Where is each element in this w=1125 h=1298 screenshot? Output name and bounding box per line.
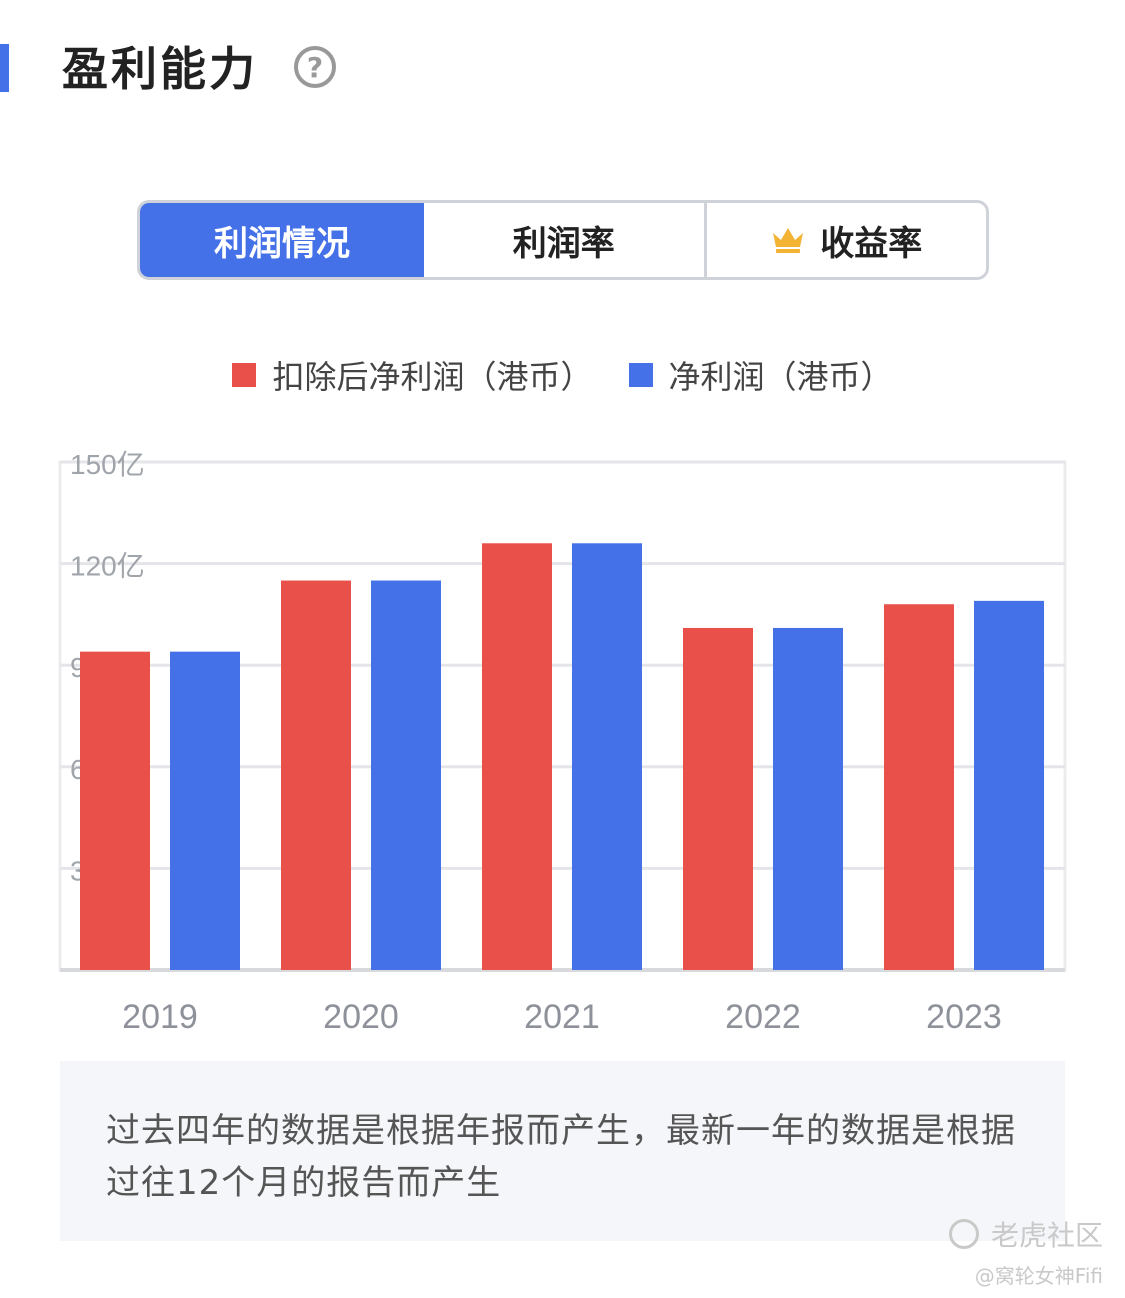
legend-item-adjusted-profit[interactable]: 扣除后净利润（港币） [232,352,593,398]
watermark-brand: 老虎社区 [990,1219,1103,1252]
data-source-note: 过去四年的数据是根据年报而产生，最新一年的数据是根据过往12个月的报告而产生 [60,1061,1065,1241]
legend-label: 扣除后净利润（港币） [272,358,593,396]
section-accent-bar [0,44,9,92]
tab-return-rate[interactable]: 收益率 [703,203,987,277]
y-tick-label: 150亿 [70,449,145,480]
tab-label: 利润率 [512,223,615,264]
bar-adjusted-profit [281,580,351,970]
bar-net-profit [170,651,240,970]
x-tick-label: 2022 [725,998,801,1036]
x-tick-label: 2021 [524,998,600,1036]
legend-label: 净利润（港币） [668,358,893,396]
tiger-logo-icon [948,1219,979,1249]
y-tick-label: 120亿 [70,551,145,582]
watermark: 老虎社区 [948,1214,1103,1254]
bar-adjusted-profit [884,604,954,970]
metric-tabs: 利润情况 利润率 收益率 [137,200,989,280]
watermark-user: @窝轮女神Fifi [974,1264,1103,1288]
bar-net-profit [773,627,843,970]
bar-net-profit [572,543,642,970]
tab-label: 收益率 [820,223,923,264]
help-icon[interactable]: ? [294,46,336,88]
legend-swatch-blue [628,363,653,387]
legend-swatch-red [232,363,257,387]
x-tick-label: 2023 [926,998,1002,1036]
section-title: 盈利能力 [62,42,258,96]
bar-net-profit [371,580,441,970]
x-tick-label: 2020 [323,998,399,1036]
legend-item-net-profit[interactable]: 净利润（港币） [628,352,893,398]
crown-icon [773,228,804,253]
tab-label: 利润情况 [214,223,350,264]
bar-adjusted-profit [683,627,753,970]
tab-profit-margin[interactable]: 利润率 [424,203,704,277]
x-tick-label: 2019 [122,998,198,1036]
bar-adjusted-profit [80,651,150,970]
bar-net-profit [974,600,1044,970]
tab-profit-overview[interactable]: 利润情况 [140,203,424,277]
bar-adjusted-profit [482,543,552,970]
chart-legend: 扣除后净利润（港币） 净利润（港币） [0,352,1125,398]
